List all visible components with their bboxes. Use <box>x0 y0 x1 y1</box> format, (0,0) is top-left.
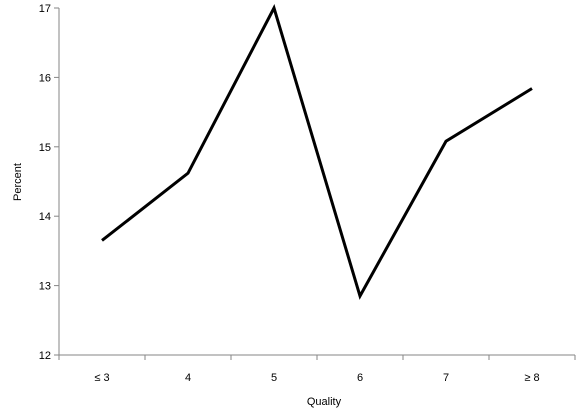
y-tick-label: 13 <box>39 281 51 293</box>
x-tick-label: 5 <box>271 372 277 384</box>
x-tick-label: 4 <box>185 372 191 384</box>
x-tick-label: 6 <box>357 372 363 384</box>
y-tick-label: 16 <box>39 72 51 84</box>
x-tick-label: ≥ 8 <box>524 372 539 384</box>
series-line <box>101 4 533 300</box>
y-tick-label: 17 <box>39 3 51 15</box>
x-axis: ≤ 3 4 5 6 7 ≥ 8 <box>58 354 576 384</box>
series-group <box>101 4 533 300</box>
y-tick-label: 14 <box>39 211 51 223</box>
x-tick-label: ≤ 3 <box>94 372 109 384</box>
y-tick-label: 15 <box>39 142 51 154</box>
y-tick-label: 12 <box>39 350 51 362</box>
y-axis: 12 13 14 15 16 17 <box>39 3 60 362</box>
x-axis-title: Quality <box>307 396 342 408</box>
x-tick-label: 7 <box>443 372 449 384</box>
y-axis-title: Percent <box>12 163 24 201</box>
